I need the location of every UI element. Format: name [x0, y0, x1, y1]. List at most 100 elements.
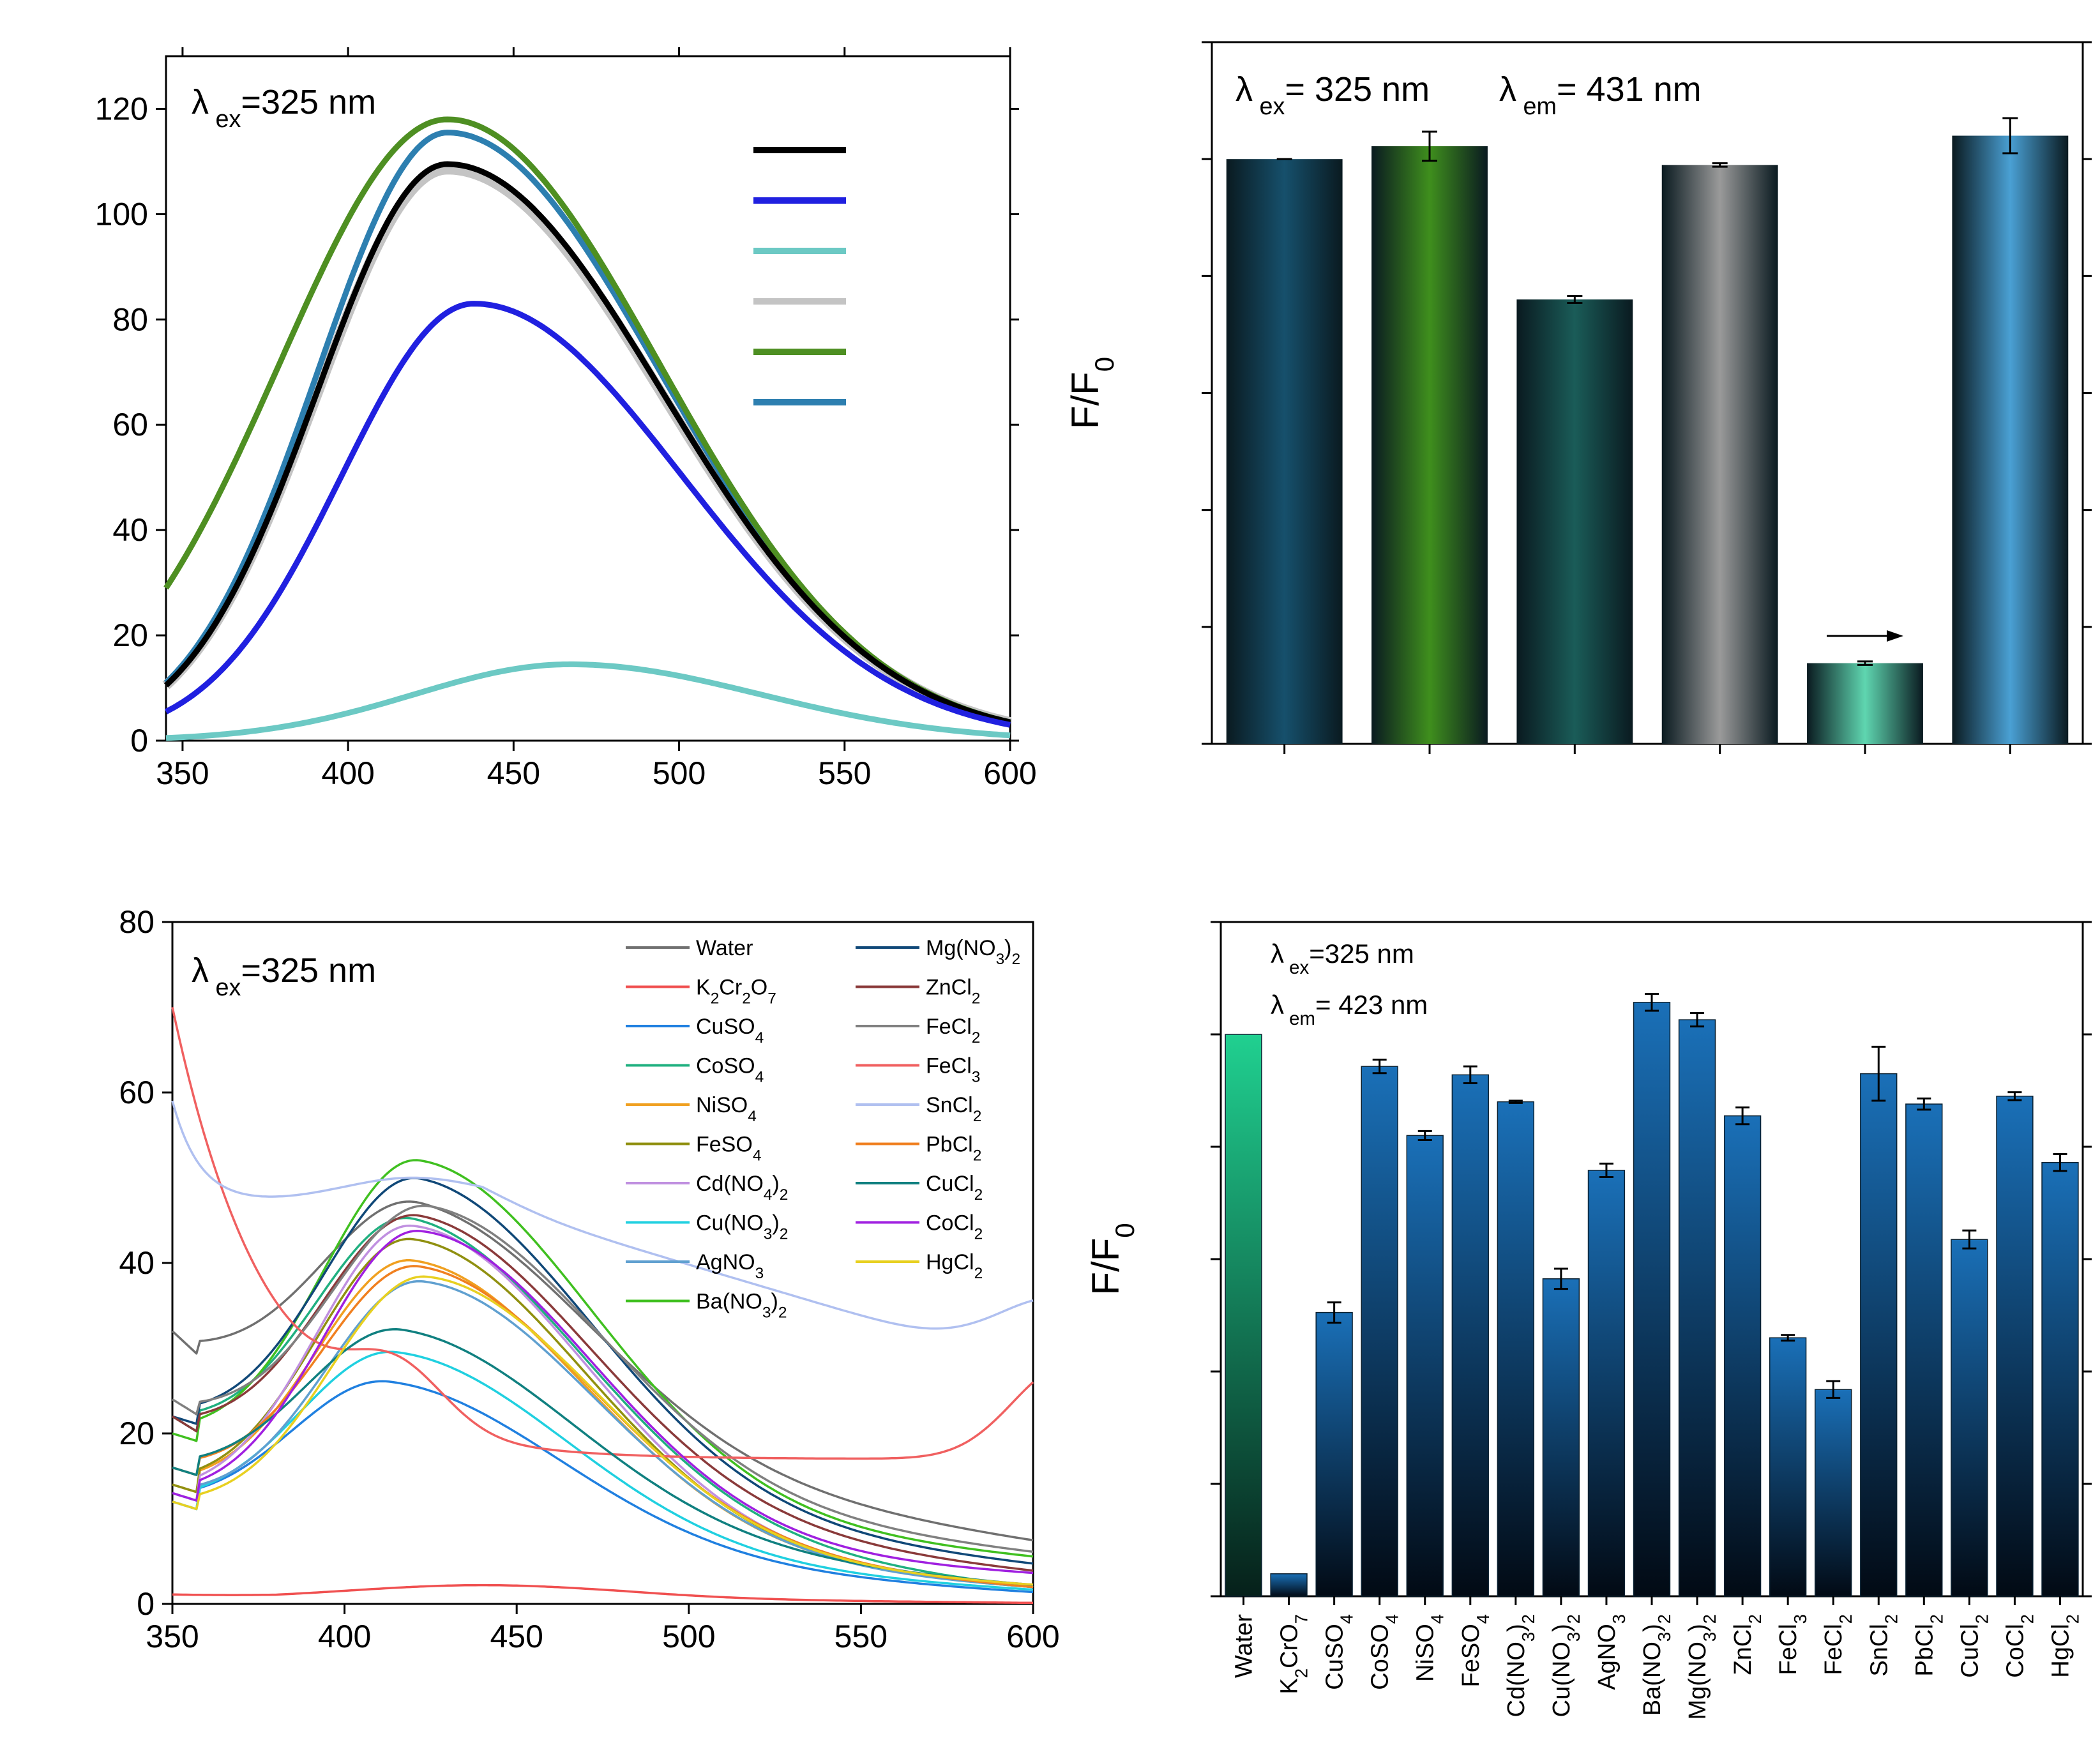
- series-line-cocl2: [172, 1230, 1034, 1575]
- x-tick-label-a: 600: [983, 755, 1036, 791]
- category-label-niso4: NiSO4: [1412, 1614, 1447, 1682]
- bar-mgno32: [1678, 1019, 1716, 1597]
- y-tick-label-a: 100: [95, 196, 148, 232]
- legend-label-niso4: NiSO4: [696, 1093, 757, 1125]
- series-line-pbcl2: [172, 1265, 1034, 1589]
- legend-label-fecl3: FeCl3: [926, 1054, 980, 1086]
- y-tick-label-a: 120: [95, 91, 148, 126]
- annotation-excitation-b: λ ex= 325 nm: [1235, 70, 1430, 120]
- y-axis-title-d: F/F0: [1084, 1223, 1140, 1295]
- category-label-pbcl2: PbCl2: [1911, 1614, 1946, 1677]
- category-label-mgno32: Mg(NO3)2: [1684, 1614, 1719, 1720]
- bar-fecl3: [1769, 1337, 1807, 1597]
- legend-label-cucl2: CuCl2: [926, 1172, 983, 1204]
- bar-hgcl2: [2041, 1161, 2079, 1597]
- bar-water: [1225, 1034, 1262, 1597]
- panel-d: Water K2CrO7 CuSO4 CoSO4 NiSO4 FeSO4 Cd(NO3)2 C…: [1084, 921, 2092, 1720]
- bar-water: [1226, 159, 1343, 744]
- category-label-fecl2: FeCl2: [1820, 1614, 1855, 1675]
- legend-label-feso4: FeSO4: [696, 1133, 761, 1165]
- bar-cat: [1952, 135, 2069, 744]
- legend-label-cd(no4)2: Cd(NO4)2: [696, 1172, 788, 1204]
- annotation-excitation: λ ex=325 nm: [192, 83, 376, 133]
- legend-label-coso4: CoSO4: [696, 1054, 764, 1086]
- x-tick-label-a: 450: [487, 755, 540, 791]
- category-label-cuso4: CuSO4: [1322, 1614, 1357, 1690]
- legend-label-agno3: AgNO3: [696, 1250, 764, 1282]
- category-label-cdno32: Cd(NO3)2: [1503, 1614, 1538, 1717]
- series-line-4-np: [165, 661, 1011, 741]
- x-tick-label-c: 500: [662, 1619, 715, 1654]
- x-tick-label-c: 400: [318, 1619, 371, 1654]
- series-line-sncl2: [171, 1100, 1034, 1330]
- annotation-emission-b: λ em= 431 nm: [1499, 70, 1702, 120]
- category-label-zncl2: ZnCl2: [1730, 1614, 1765, 1675]
- bar-4-np: [1807, 663, 1923, 744]
- series-line-water: [171, 1200, 1034, 1542]
- series-line-cuso4: [172, 1380, 1034, 1594]
- legend-label-hgcl2: HgCl2: [926, 1250, 983, 1282]
- bar-agno3: [1587, 1170, 1626, 1597]
- bar-sncl2: [1860, 1073, 1898, 1597]
- category-label-cocl2: CoCl2: [2002, 1614, 2037, 1678]
- legend-label-cuso4: CuSO4: [696, 1015, 764, 1047]
- y-tick-label-a: 40: [112, 512, 148, 548]
- legend-label-sncl2: SnCl2: [926, 1093, 981, 1125]
- panel-a: 350 400 450 500 550 600 0 20 40 60 80 100 120 λ ex=32…: [95, 47, 1037, 791]
- bar-bano32: [1633, 1002, 1671, 1597]
- bar-k2cro7: [1270, 1573, 1308, 1597]
- bar-coso4: [1361, 1066, 1398, 1597]
- category-label-hgcl2: HgCl2: [2047, 1614, 2082, 1678]
- category-label-bano32: Ba(NO3)2: [1639, 1614, 1674, 1716]
- category-label-cuno32: Cu(NO3)2: [1548, 1614, 1583, 1717]
- series-line-mg(no3)2: [172, 1177, 1034, 1565]
- legend-label-zncl2: ZnCl2: [926, 976, 980, 1008]
- legend-label-water: Water: [696, 936, 753, 960]
- legend-label-ba(no3)2: Ba(NO3)2: [696, 1290, 787, 1322]
- series-line-cat: [163, 130, 1011, 725]
- bar-2-ap: [1371, 146, 1488, 744]
- bar-cucl2: [1951, 1239, 1988, 1597]
- category-label-coso4: CoSO4: [1367, 1614, 1402, 1690]
- legend-label-pbcl2: PbCl2: [926, 1133, 981, 1165]
- bar-cdno32: [1497, 1101, 1535, 1597]
- y-tick-label-c: 40: [119, 1245, 155, 1281]
- bar-fecl2: [1815, 1389, 1852, 1597]
- bar-4-ap: [1516, 299, 1633, 744]
- bar-cuno32: [1542, 1278, 1580, 1597]
- series-line-2-ap: [163, 116, 1011, 725]
- legend-label-k2cr2o7: K2Cr2O7: [696, 976, 776, 1008]
- legend-label-cu(no3)2: Cu(NO3)2: [696, 1211, 788, 1243]
- series-line-cu(no3)2: [172, 1350, 1034, 1591]
- annotation-excitation-d: λ ex=325 nm: [1271, 939, 1414, 978]
- bar-cuso4: [1315, 1311, 1353, 1597]
- bar-niso4: [1406, 1135, 1444, 1597]
- x-tick-label-a: 350: [156, 755, 209, 791]
- y-tick-label-c: 80: [119, 904, 155, 940]
- bar-pbcl2: [1905, 1103, 1943, 1597]
- series-line-zncl2: [172, 1214, 1034, 1572]
- category-label-water: Water: [1231, 1614, 1258, 1678]
- bar-feso4: [1451, 1074, 1489, 1597]
- category-label-cucl2: CuCl2: [1956, 1614, 1991, 1678]
- y-tick-label-a: 80: [112, 301, 148, 337]
- legend-label-mg(no3)2: Mg(NO3)2: [926, 936, 1020, 968]
- series-line-fecl2: [172, 1204, 1034, 1553]
- y-tick-label-a: 0: [130, 723, 148, 759]
- annotation-emission-d: λ em= 423 nm: [1271, 990, 1428, 1029]
- category-label-fecl3: FeCl3: [1775, 1614, 1810, 1675]
- category-label-agno3: AgNO3: [1594, 1614, 1629, 1690]
- annotation-excitation-c: λ ex=325 nm: [192, 951, 376, 1001]
- arrow-head: [1887, 630, 1903, 642]
- bar-cocl2: [1996, 1096, 2034, 1597]
- series-line-ba(no3)2: [172, 1159, 1034, 1558]
- category-label-sncl2: SnCl2: [1866, 1614, 1901, 1677]
- y-tick-label-c: 0: [137, 1586, 155, 1622]
- y-tick-label-a: 20: [112, 617, 148, 653]
- series-line-coso4: [172, 1216, 1034, 1589]
- series-line-4-ap: [164, 301, 1011, 728]
- x-tick-label-c: 600: [1006, 1619, 1059, 1654]
- panel-c: 350 400 450 500 550 600 0 20 40 60 80 Water K2Cr2O7 C…: [119, 904, 1059, 1654]
- bar-zncl2: [1723, 1115, 1762, 1597]
- legend-label-fecl2: FeCl2: [926, 1015, 980, 1047]
